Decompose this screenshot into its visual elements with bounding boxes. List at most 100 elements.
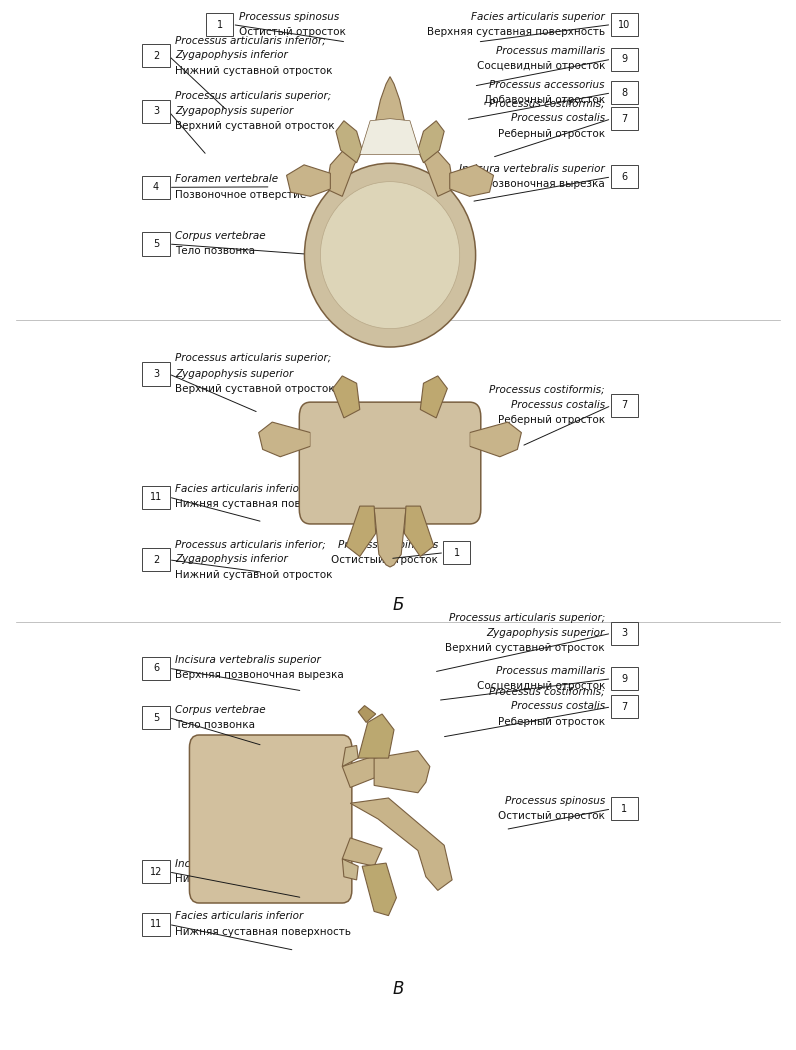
Polygon shape [342,756,382,788]
Text: 2: 2 [153,50,159,61]
Text: Нижний суставной отросток: Нижний суставной отросток [175,569,333,580]
Text: 2: 2 [153,554,159,565]
Text: Corpus vertebrae: Corpus vertebrae [175,231,266,242]
Text: 10: 10 [618,20,630,29]
Text: Zygapophysis inferior: Zygapophysis inferior [175,554,288,565]
Polygon shape [342,859,358,880]
Ellipse shape [305,163,476,348]
Polygon shape [336,121,362,163]
FancyBboxPatch shape [189,735,352,903]
Text: 3: 3 [621,628,627,638]
Text: Processus costiformis;: Processus costiformis; [490,98,605,108]
FancyBboxPatch shape [443,541,470,564]
Text: Сосцевидный отросток: Сосцевидный отросток [477,680,605,691]
Text: Нижняя суставная поверхность: Нижняя суставная поверхность [175,499,351,509]
Polygon shape [374,751,430,793]
Text: Processus articularis inferior;: Processus articularis inferior; [175,539,326,549]
Text: 7: 7 [621,400,627,411]
Text: 5: 5 [153,713,159,722]
Polygon shape [420,147,454,196]
Text: Processus articularis inferior;: Processus articularis inferior; [175,35,326,45]
Text: Тело позвонка: Тело позвонка [175,246,256,256]
Text: Processus costalis: Processus costalis [511,400,605,411]
Text: Processus costiformis;: Processus costiformis; [490,686,605,696]
Text: 6: 6 [153,664,159,673]
Text: Верхняя позвоночная вырезка: Верхняя позвоночная вырезка [436,178,605,189]
Text: Facies articularis superior: Facies articularis superior [471,12,605,22]
Text: 1: 1 [454,548,460,558]
Text: 1: 1 [217,20,223,29]
Polygon shape [287,165,330,196]
Text: 4: 4 [153,183,159,192]
Polygon shape [342,746,358,766]
Polygon shape [346,506,376,556]
Polygon shape [362,863,396,916]
Text: Facies articularis inferior: Facies articularis inferior [175,484,303,495]
Polygon shape [376,77,404,121]
Text: Processus articularis superior;: Processus articularis superior; [449,612,605,623]
Polygon shape [458,417,470,462]
FancyBboxPatch shape [611,695,638,718]
Polygon shape [326,147,360,196]
Polygon shape [342,838,382,866]
Text: Processus costalis: Processus costalis [511,113,605,124]
Text: Processus costalis: Processus costalis [511,701,605,712]
Text: Zygapophysis inferior: Zygapophysis inferior [175,50,288,60]
Text: Zygapophysis superior: Zygapophysis superior [175,106,294,117]
FancyBboxPatch shape [142,100,170,123]
FancyBboxPatch shape [611,394,638,417]
Text: 7: 7 [621,701,627,712]
Text: Остистый отросток: Остистый отросток [239,26,345,37]
Text: 11: 11 [150,920,162,929]
FancyBboxPatch shape [142,860,170,883]
Text: Incisura vertebralis inferior: Incisura vertebralis inferior [175,859,315,869]
Text: 3: 3 [153,106,159,117]
Text: Тело позвонка: Тело позвонка [175,719,256,730]
FancyBboxPatch shape [142,362,170,385]
Text: 5: 5 [153,239,159,249]
Text: Foramen vertebrale: Foramen vertebrale [175,174,279,185]
Text: Zygapophysis superior: Zygapophysis superior [175,369,294,379]
Text: Реберный отросток: Реберный отросток [498,415,605,425]
Text: Верхняя суставная поверхность: Верхняя суставная поверхность [427,26,605,37]
Polygon shape [450,165,494,196]
Text: 11: 11 [150,492,162,502]
FancyBboxPatch shape [142,656,170,679]
Polygon shape [333,376,360,418]
Text: Processus articularis superior;: Processus articularis superior; [175,90,331,101]
Text: Processus mamillaris: Processus mamillaris [496,46,605,56]
FancyBboxPatch shape [611,797,638,820]
Text: Верхний суставной отросток: Верхний суставной отросток [175,121,335,131]
Text: Верхняя позвоночная вырезка: Верхняя позвоночная вырезка [175,670,344,680]
FancyBboxPatch shape [206,13,233,36]
Text: 12: 12 [150,867,162,877]
Text: Позвоночное отверстие: Позвоночное отверстие [175,189,306,200]
Polygon shape [470,422,521,457]
Text: Верхний суставной отросток: Верхний суставной отросток [445,643,605,653]
Text: 1: 1 [621,804,627,814]
Text: Б: Б [392,596,404,614]
FancyBboxPatch shape [142,912,170,936]
Text: Corpus vertebrae: Corpus vertebrae [175,705,266,714]
Text: А: А [392,297,404,315]
Text: Реберный отросток: Реберный отросток [498,128,605,139]
Text: 8: 8 [621,88,627,98]
Polygon shape [310,417,322,462]
FancyBboxPatch shape [142,485,170,508]
Polygon shape [398,119,420,154]
Text: Добавочный отросток: Добавочный отросток [484,94,605,105]
Text: Processus costiformis;: Processus costiformis; [490,384,605,395]
Text: Processus mamillaris: Processus mamillaris [496,666,605,676]
Polygon shape [374,508,406,567]
Text: Нижняя позвоночная вырезка: Нижняя позвоночная вырезка [175,874,341,884]
Text: Нижняя суставная поверхность: Нижняя суставная поверхность [175,926,351,937]
Polygon shape [420,376,447,418]
FancyBboxPatch shape [611,13,638,36]
Text: Processus articularis superior;: Processus articularis superior; [175,353,331,363]
FancyBboxPatch shape [611,622,638,645]
Text: Сосцевидный отросток: Сосцевидный отросток [477,61,605,71]
FancyBboxPatch shape [299,402,481,524]
Text: Processus accessorius: Processus accessorius [490,80,605,90]
FancyBboxPatch shape [611,81,638,104]
FancyBboxPatch shape [142,175,170,198]
